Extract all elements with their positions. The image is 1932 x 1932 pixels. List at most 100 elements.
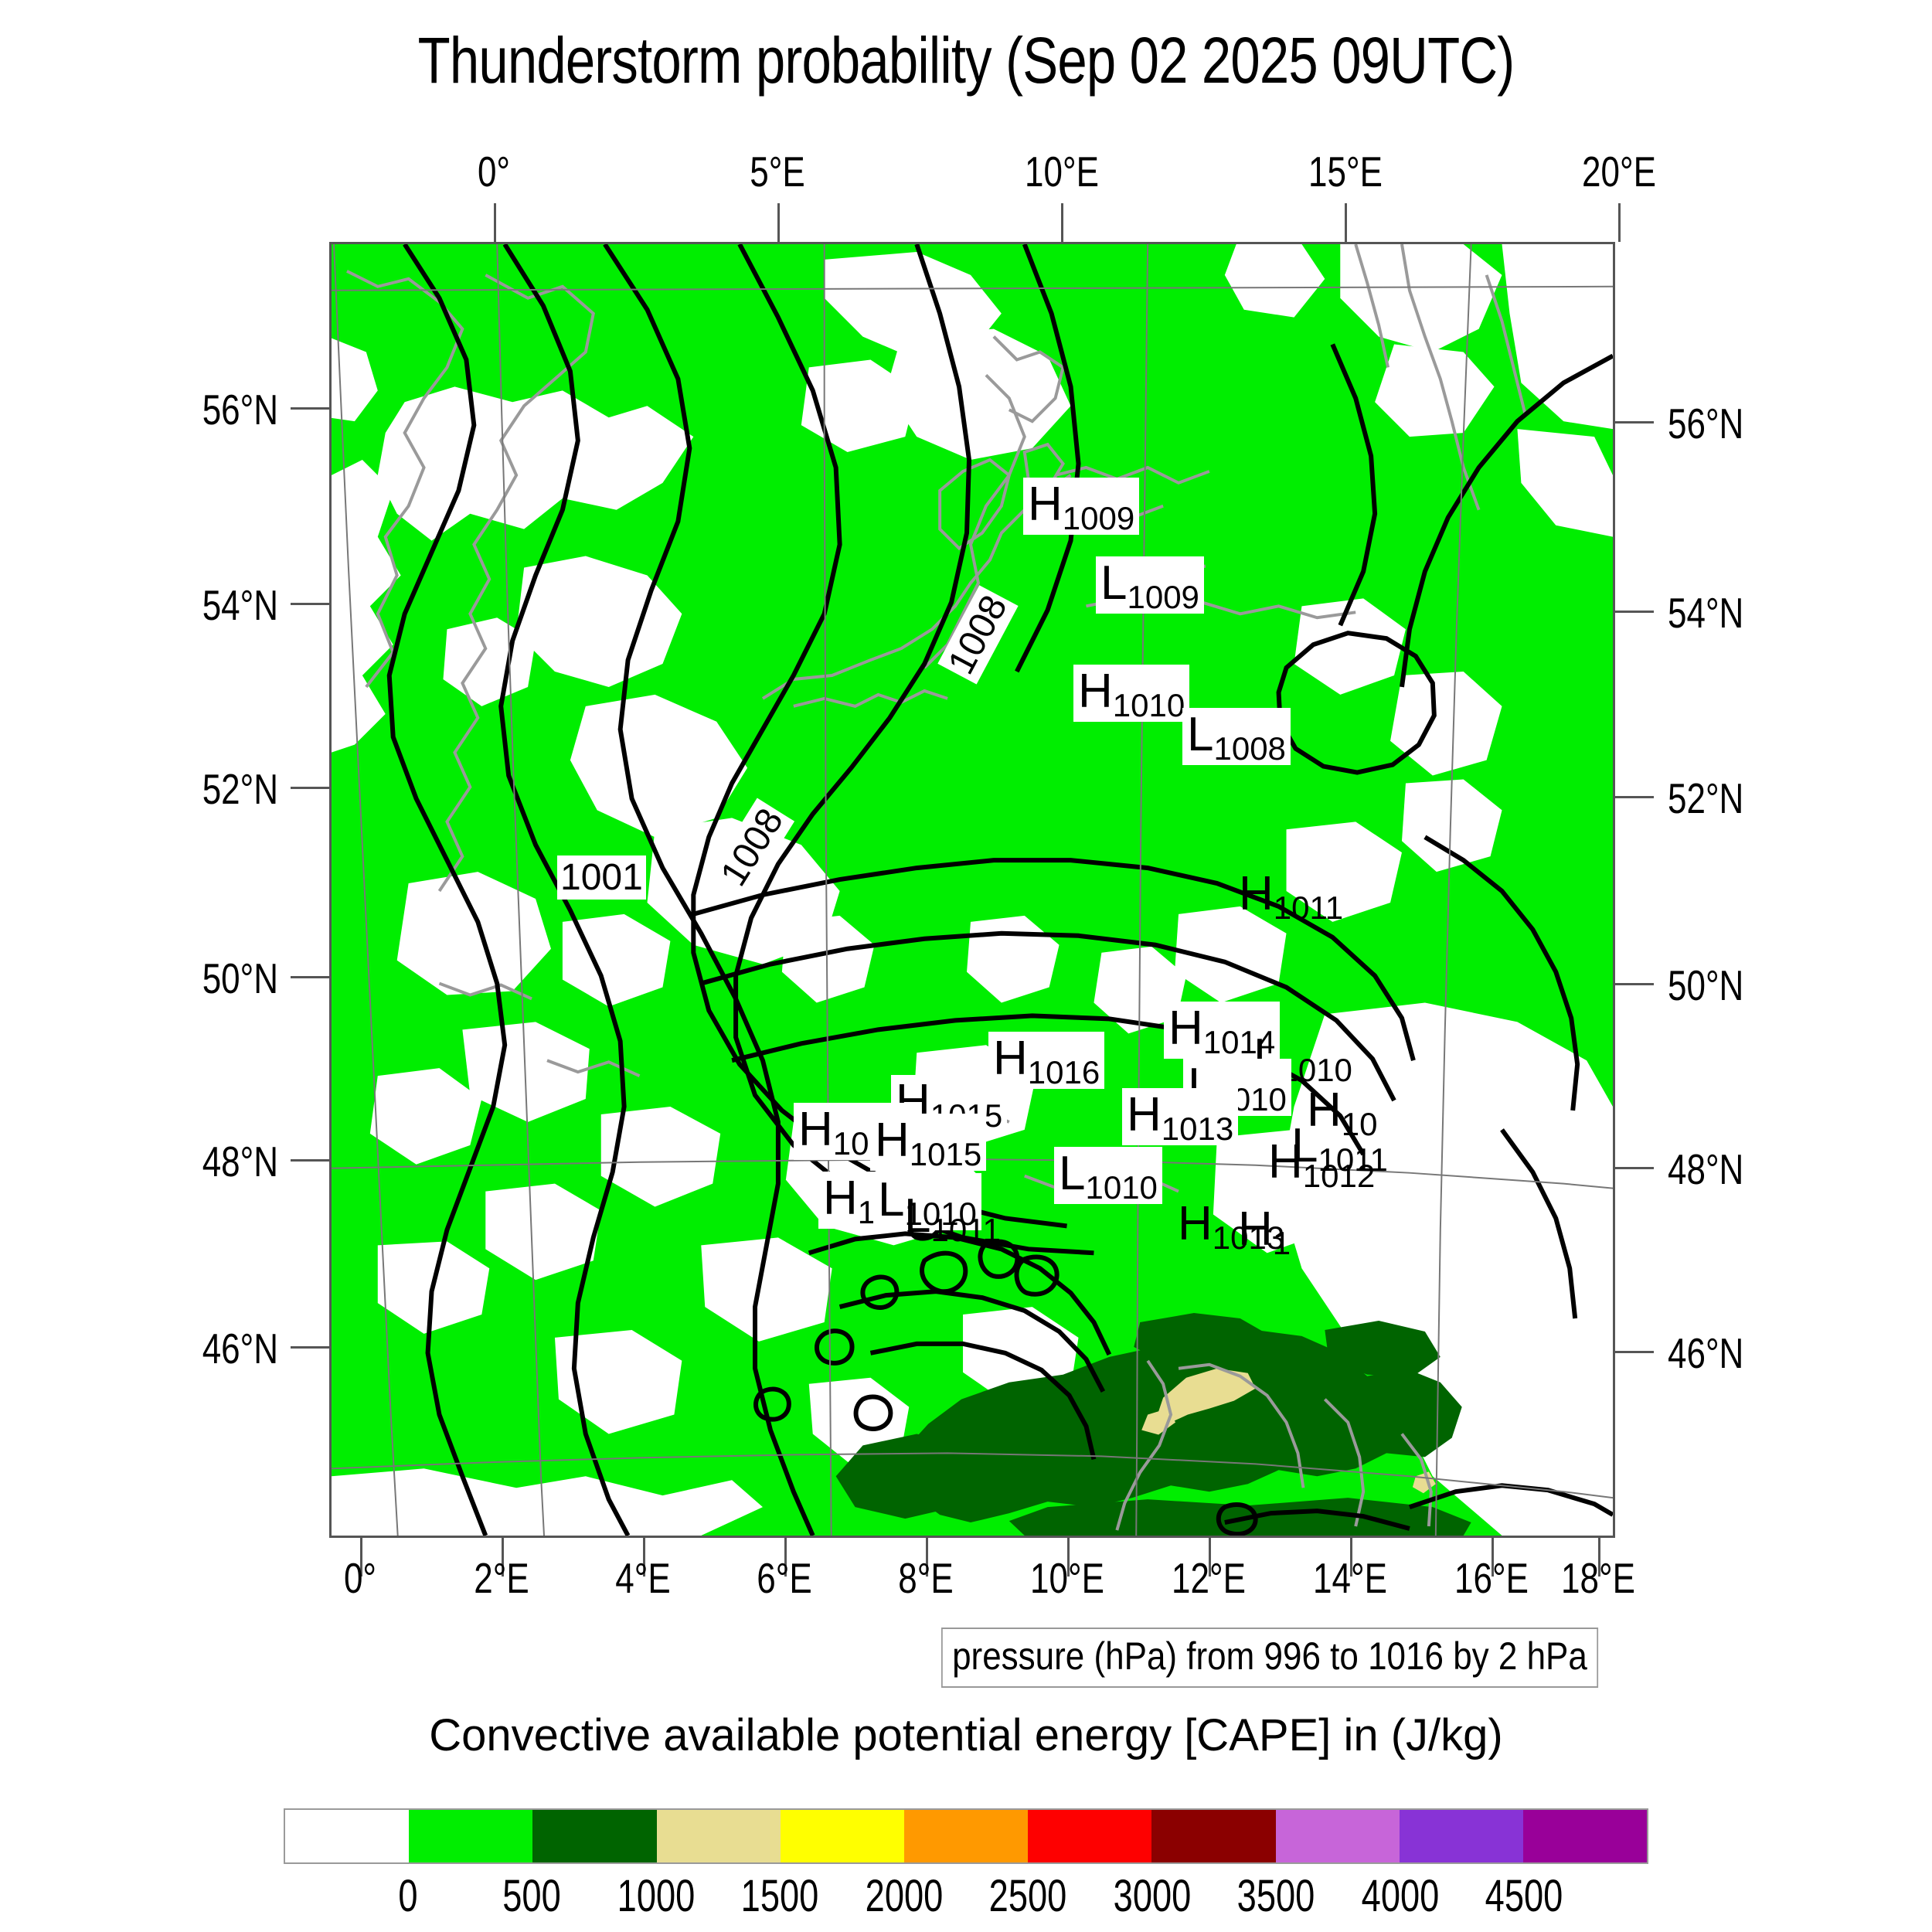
colorbar-tick-500: 500 — [502, 1871, 561, 1921]
axis-label-bottom-9: 18°E — [1561, 1554, 1635, 1602]
pressure-center-value: 1014 — [1202, 1024, 1276, 1060]
axis-label-bottom-8: 16°E — [1454, 1554, 1529, 1602]
pressure-center-type: H — [823, 1172, 858, 1225]
contour-label-1008-0: 1008 — [937, 585, 1019, 685]
colorbar[interactable] — [284, 1808, 1648, 1864]
pressure-center-value: 1011 — [1318, 1141, 1388, 1178]
map-plot-area[interactable] — [329, 242, 1615, 1538]
colorbar-tick-1000: 1000 — [617, 1871, 695, 1921]
axis-tick-left — [291, 407, 331, 410]
contour-label-1001-2: 1001 — [557, 855, 646, 900]
axis-tick-top — [1345, 203, 1347, 242]
axis-label-bottom-5: 10°E — [1030, 1554, 1104, 1602]
axis-label-right-5: 46°N — [1668, 1329, 1744, 1377]
contour-label-1008-1: 1008 — [709, 798, 794, 897]
colorbar-tick-3500: 3500 — [1237, 1871, 1315, 1921]
pressure-center-value: 1011 — [1273, 889, 1344, 926]
axis-tick-bottom — [1598, 1538, 1600, 1577]
colorbar-cell-8[interactable] — [1275, 1810, 1400, 1862]
axis-label-bottom-2: 4°E — [615, 1554, 671, 1602]
axis-tick-left — [291, 1346, 331, 1349]
colorbar-cell-5[interactable] — [903, 1810, 1029, 1862]
axis-label-top-4: 20°E — [1582, 148, 1656, 196]
pressure-center-value: 1010 — [904, 1196, 977, 1232]
axis-tick-right — [1614, 796, 1654, 798]
colorbar-cell-2[interactable] — [532, 1810, 657, 1862]
pressure-center-value: 1010 — [1280, 1052, 1352, 1088]
axis-label-bottom-7: 14°E — [1313, 1554, 1387, 1602]
colorbar-cell-3[interactable] — [656, 1810, 781, 1862]
pressure-center-value: 1009 — [1062, 500, 1135, 536]
pressure-center-value: 1 — [1272, 1225, 1291, 1261]
colorbar-cell-6[interactable] — [1028, 1810, 1152, 1862]
axis-label-left-2: 52°N — [202, 765, 278, 813]
pressure-center-value: 1010 — [1085, 1169, 1158, 1206]
pressure-center-type: L — [1187, 708, 1214, 761]
colorbar-tick-labels: 0 500 1000 1500 2000 2500 3000 3500 4000 4500 — [284, 1870, 1648, 1932]
colorbar-cell-4[interactable] — [780, 1810, 904, 1862]
colorbar-caption: Convective available potential energy [C… — [429, 1710, 1503, 1760]
axis-tick-bottom — [926, 1538, 928, 1577]
axis-tick-bottom — [643, 1538, 645, 1577]
pressure-center-type: H — [798, 1103, 833, 1156]
pressure-center-type: H — [1239, 867, 1274, 920]
pressure-center-value: 1013 — [1161, 1111, 1234, 1147]
pressure-center-h-1009: H1009 — [1023, 478, 1140, 536]
pressure-center-value: 1009 — [1127, 579, 1199, 615]
pressure-center-h-10: H10 — [1307, 1087, 1378, 1141]
pressure-center-type: H — [1127, 1088, 1162, 1141]
colorbar-cell-10[interactable] — [1522, 1810, 1648, 1862]
axis-tick-left — [291, 1159, 331, 1162]
axis-tick-right — [1614, 611, 1654, 613]
pressure-center-h-1016: H1016 — [988, 1032, 1105, 1090]
axis-tick-right — [1614, 1167, 1654, 1169]
axis-tick-top — [494, 203, 496, 242]
pressure-center-layer: H1009 L1009 H1010 L1008 H1011 H1014 H1016 L1010… — [329, 242, 1615, 1538]
pressure-center-value: 1008 — [1213, 730, 1286, 767]
colorbar-cell-1[interactable] — [409, 1810, 533, 1862]
coastline-layer — [346, 244, 1527, 1531]
axis-label-left-4: 48°N — [202, 1138, 278, 1185]
colorbar-cell-7[interactable] — [1151, 1810, 1276, 1862]
axis-label-bottom-3: 6°E — [757, 1554, 812, 1602]
pressure-center-h-1015: H1015 — [870, 1114, 987, 1171]
pressure-contour-layer — [386, 244, 1613, 1536]
pressure-center-type: H — [875, 1114, 910, 1167]
axis-tick-bottom — [1209, 1538, 1211, 1577]
axis-tick-left — [291, 603, 331, 605]
axis-tick-right — [1614, 1351, 1654, 1353]
axis-tick-left — [291, 976, 331, 978]
pressure-caption: pressure (hPa) from 996 to 1016 by 2 hPa — [941, 1628, 1598, 1688]
axis-label-right-0: 56°N — [1668, 400, 1744, 447]
pressure-center-h-1: H1 — [1238, 1206, 1291, 1260]
axis-label-bottom-1: 2°E — [474, 1554, 529, 1602]
pressure-center-type: H — [1268, 1135, 1303, 1189]
colorbar-cell-9[interactable] — [1399, 1810, 1523, 1862]
axis-label-bottom-6: 12°E — [1172, 1554, 1246, 1602]
axis-tick-bottom — [360, 1538, 362, 1577]
axis-label-right-3: 50°N — [1668, 961, 1744, 1009]
colorbar-cell-0[interactable] — [285, 1810, 410, 1862]
pressure-center-type: L — [878, 1173, 905, 1226]
pressure-center-value: 1012 — [1302, 1158, 1376, 1194]
axis-label-top-3: 15°E — [1308, 148, 1383, 196]
pressure-center-h-1010: H1010 — [1073, 665, 1190, 722]
pressure-center-type: H — [1078, 665, 1113, 718]
axis-label-left-1: 54°N — [202, 581, 278, 629]
pressure-center-type: H — [1307, 1083, 1342, 1137]
axis-tick-left — [291, 787, 331, 789]
colorbar-tick-4500: 4500 — [1485, 1871, 1563, 1921]
axis-label-bottom-0: 0° — [343, 1554, 377, 1602]
pressure-center-l-1010: L1010 — [1054, 1147, 1162, 1204]
pressure-center-type: L — [1059, 1147, 1086, 1200]
pressure-center-l-1011: L1011 — [1291, 1119, 1388, 1176]
pressure-center-value: 1016 — [1027, 1054, 1100, 1090]
axis-tick-bottom — [502, 1538, 504, 1577]
axis-tick-bottom — [1492, 1538, 1494, 1577]
pressure-center-h-1013: H1013 — [1178, 1200, 1284, 1254]
graticule-layer — [332, 244, 1613, 1536]
pressure-center-type: L — [1291, 1119, 1318, 1172]
axis-label-right-2: 52°N — [1668, 774, 1744, 822]
colorbar-tick-3000: 3000 — [1113, 1871, 1192, 1921]
pressure-center-l-1008: L1008 — [1182, 708, 1291, 765]
